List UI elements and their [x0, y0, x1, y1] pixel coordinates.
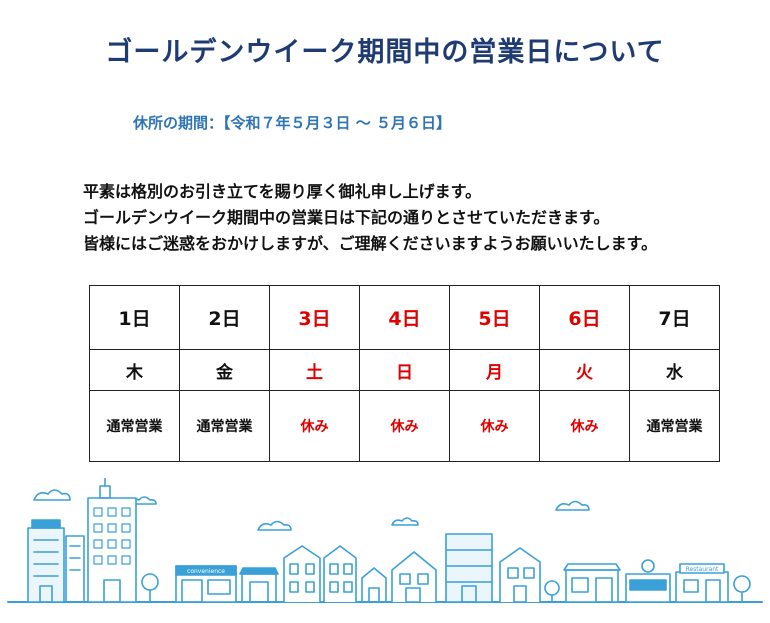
house-icon: [361, 567, 387, 603]
cloud-icon: [391, 517, 419, 526]
cloud-icon: [555, 500, 590, 511]
date-cell: 1日: [89, 285, 180, 350]
date-row: 1日 2日 3日 4日 5日 6日 7日: [89, 285, 720, 350]
status-cell: 休み: [449, 390, 540, 462]
weekday-cell: 土: [269, 349, 360, 391]
message-line: 皆様にはご迷惑をおかけしますが、ご理解くださいますようお願いいたします。: [83, 234, 658, 253]
tree-icon: [544, 580, 560, 603]
shop-icon: [563, 563, 621, 603]
date-cell: 2日: [179, 285, 270, 350]
weekday-cell: 木: [89, 349, 180, 391]
clock-shop-icon: [625, 559, 671, 603]
date-cell: 6日: [539, 285, 630, 350]
weekday-cell: 日: [359, 349, 450, 391]
date-cell: 4日: [359, 285, 450, 350]
convenience-store-icon: convenience: [175, 565, 237, 603]
townhouse-icon: [323, 545, 357, 603]
tree-icon: [141, 573, 159, 603]
notice-message: 平素は格別のお引き立てを賜り厚く御礼申し上げます。 ゴールデンウイーク期間中の営…: [83, 179, 763, 257]
apartment-building-icon: [445, 533, 493, 603]
weekday-cell: 火: [539, 349, 630, 391]
message-line: ゴールデンウイーク期間中の営業日は下記の通りとさせていただきます。: [83, 208, 610, 227]
message-line: 平素は格別のお引き立てを賜り厚く御礼申し上げます。: [83, 182, 482, 201]
weekday-cell: 水: [629, 349, 720, 391]
status-cell: 休み: [359, 390, 450, 462]
store-sign: convenience: [187, 568, 225, 575]
cloud-icon: [257, 520, 292, 531]
restaurant-sign: Restaurant: [686, 566, 719, 573]
business-schedule-table: 1日 2日 3日 4日 5日 6日 7日 木 金 土 日 月 火 水 通常営業 …: [89, 285, 720, 462]
weekday-cell: 月: [449, 349, 540, 391]
weekday-cell: 金: [179, 349, 270, 391]
office-building-icon: [27, 519, 65, 603]
restaurant-icon: Restaurant: [675, 563, 729, 603]
tree-icon: [733, 575, 751, 603]
status-cell: 休み: [539, 390, 630, 462]
townhouse-icon: [283, 545, 321, 603]
cityscape-illustration: convenience: [7, 478, 763, 603]
date-cell: 3日: [269, 285, 360, 350]
date-cell: 7日: [629, 285, 720, 350]
house-icon: [391, 551, 437, 603]
date-cell: 5日: [449, 285, 540, 350]
weekday-row: 木 金 土 日 月 火 水: [89, 349, 720, 391]
house-icon: [499, 547, 541, 603]
status-cell: 通常営業: [89, 390, 180, 462]
closure-period: 休所の期間：【令和７年５月３日 ～ ５月６日】: [133, 114, 451, 132]
status-cell: 通常営業: [179, 390, 270, 462]
cloud-icon: [33, 489, 71, 501]
skyscraper-icon: [87, 478, 137, 603]
status-cell: 通常営業: [629, 390, 720, 462]
status-cell: 休み: [269, 390, 360, 462]
shop-icon: [239, 567, 279, 603]
page-title: ゴールデンウイーク期間中の営業日について: [105, 37, 665, 68]
status-row: 通常営業 通常営業 休み 休み 休み 休み 通常営業: [89, 390, 720, 462]
tower-building-icon: [65, 535, 85, 603]
